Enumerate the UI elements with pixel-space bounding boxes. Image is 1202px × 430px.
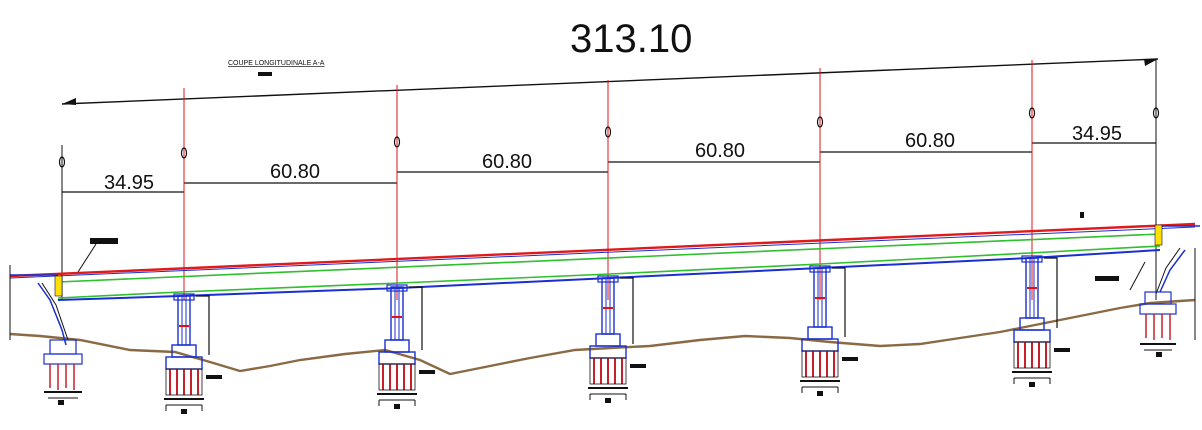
pier-2 bbox=[377, 284, 435, 409]
span-label-3: 60.80 bbox=[482, 151, 532, 173]
pier-5 bbox=[1012, 255, 1070, 387]
span-label-5: 60.80 bbox=[905, 130, 955, 152]
span-label-1: 34.95 bbox=[104, 172, 154, 194]
pier-axis-lines bbox=[58, 60, 1160, 300]
abutment-right bbox=[1139, 247, 1196, 357]
span-label-6: 34.95 bbox=[1072, 123, 1122, 145]
deck-annotation-left bbox=[77, 238, 118, 273]
span-dimension-lines bbox=[62, 139, 1157, 196]
title-scale-mark bbox=[258, 72, 272, 76]
pier-axis-5 bbox=[816, 68, 824, 300]
total-dimension-line bbox=[61, 58, 1159, 105]
pier-axis-3 bbox=[393, 85, 401, 300]
total-length-label: 313.10 bbox=[570, 17, 692, 61]
pier-3 bbox=[588, 275, 646, 403]
bearing-left bbox=[54, 275, 63, 297]
pier-axis-7 bbox=[1152, 60, 1160, 300]
ground-profile bbox=[9, 298, 1196, 376]
section-title: COUPE LONGITUDINALE A-A bbox=[228, 60, 325, 67]
abutment-left bbox=[9, 265, 83, 405]
bearing-right bbox=[1154, 224, 1163, 246]
pier-axis-2 bbox=[180, 88, 188, 300]
pier-axis-6 bbox=[1028, 60, 1036, 300]
pier-axis-4 bbox=[604, 80, 612, 300]
span-label-4: 60.80 bbox=[695, 140, 745, 162]
piers bbox=[164, 255, 1070, 414]
span-label-2: 60.80 bbox=[270, 161, 320, 183]
pier-4 bbox=[800, 265, 858, 396]
pier-1 bbox=[164, 293, 222, 414]
deck-annotation-right bbox=[1080, 212, 1146, 291]
